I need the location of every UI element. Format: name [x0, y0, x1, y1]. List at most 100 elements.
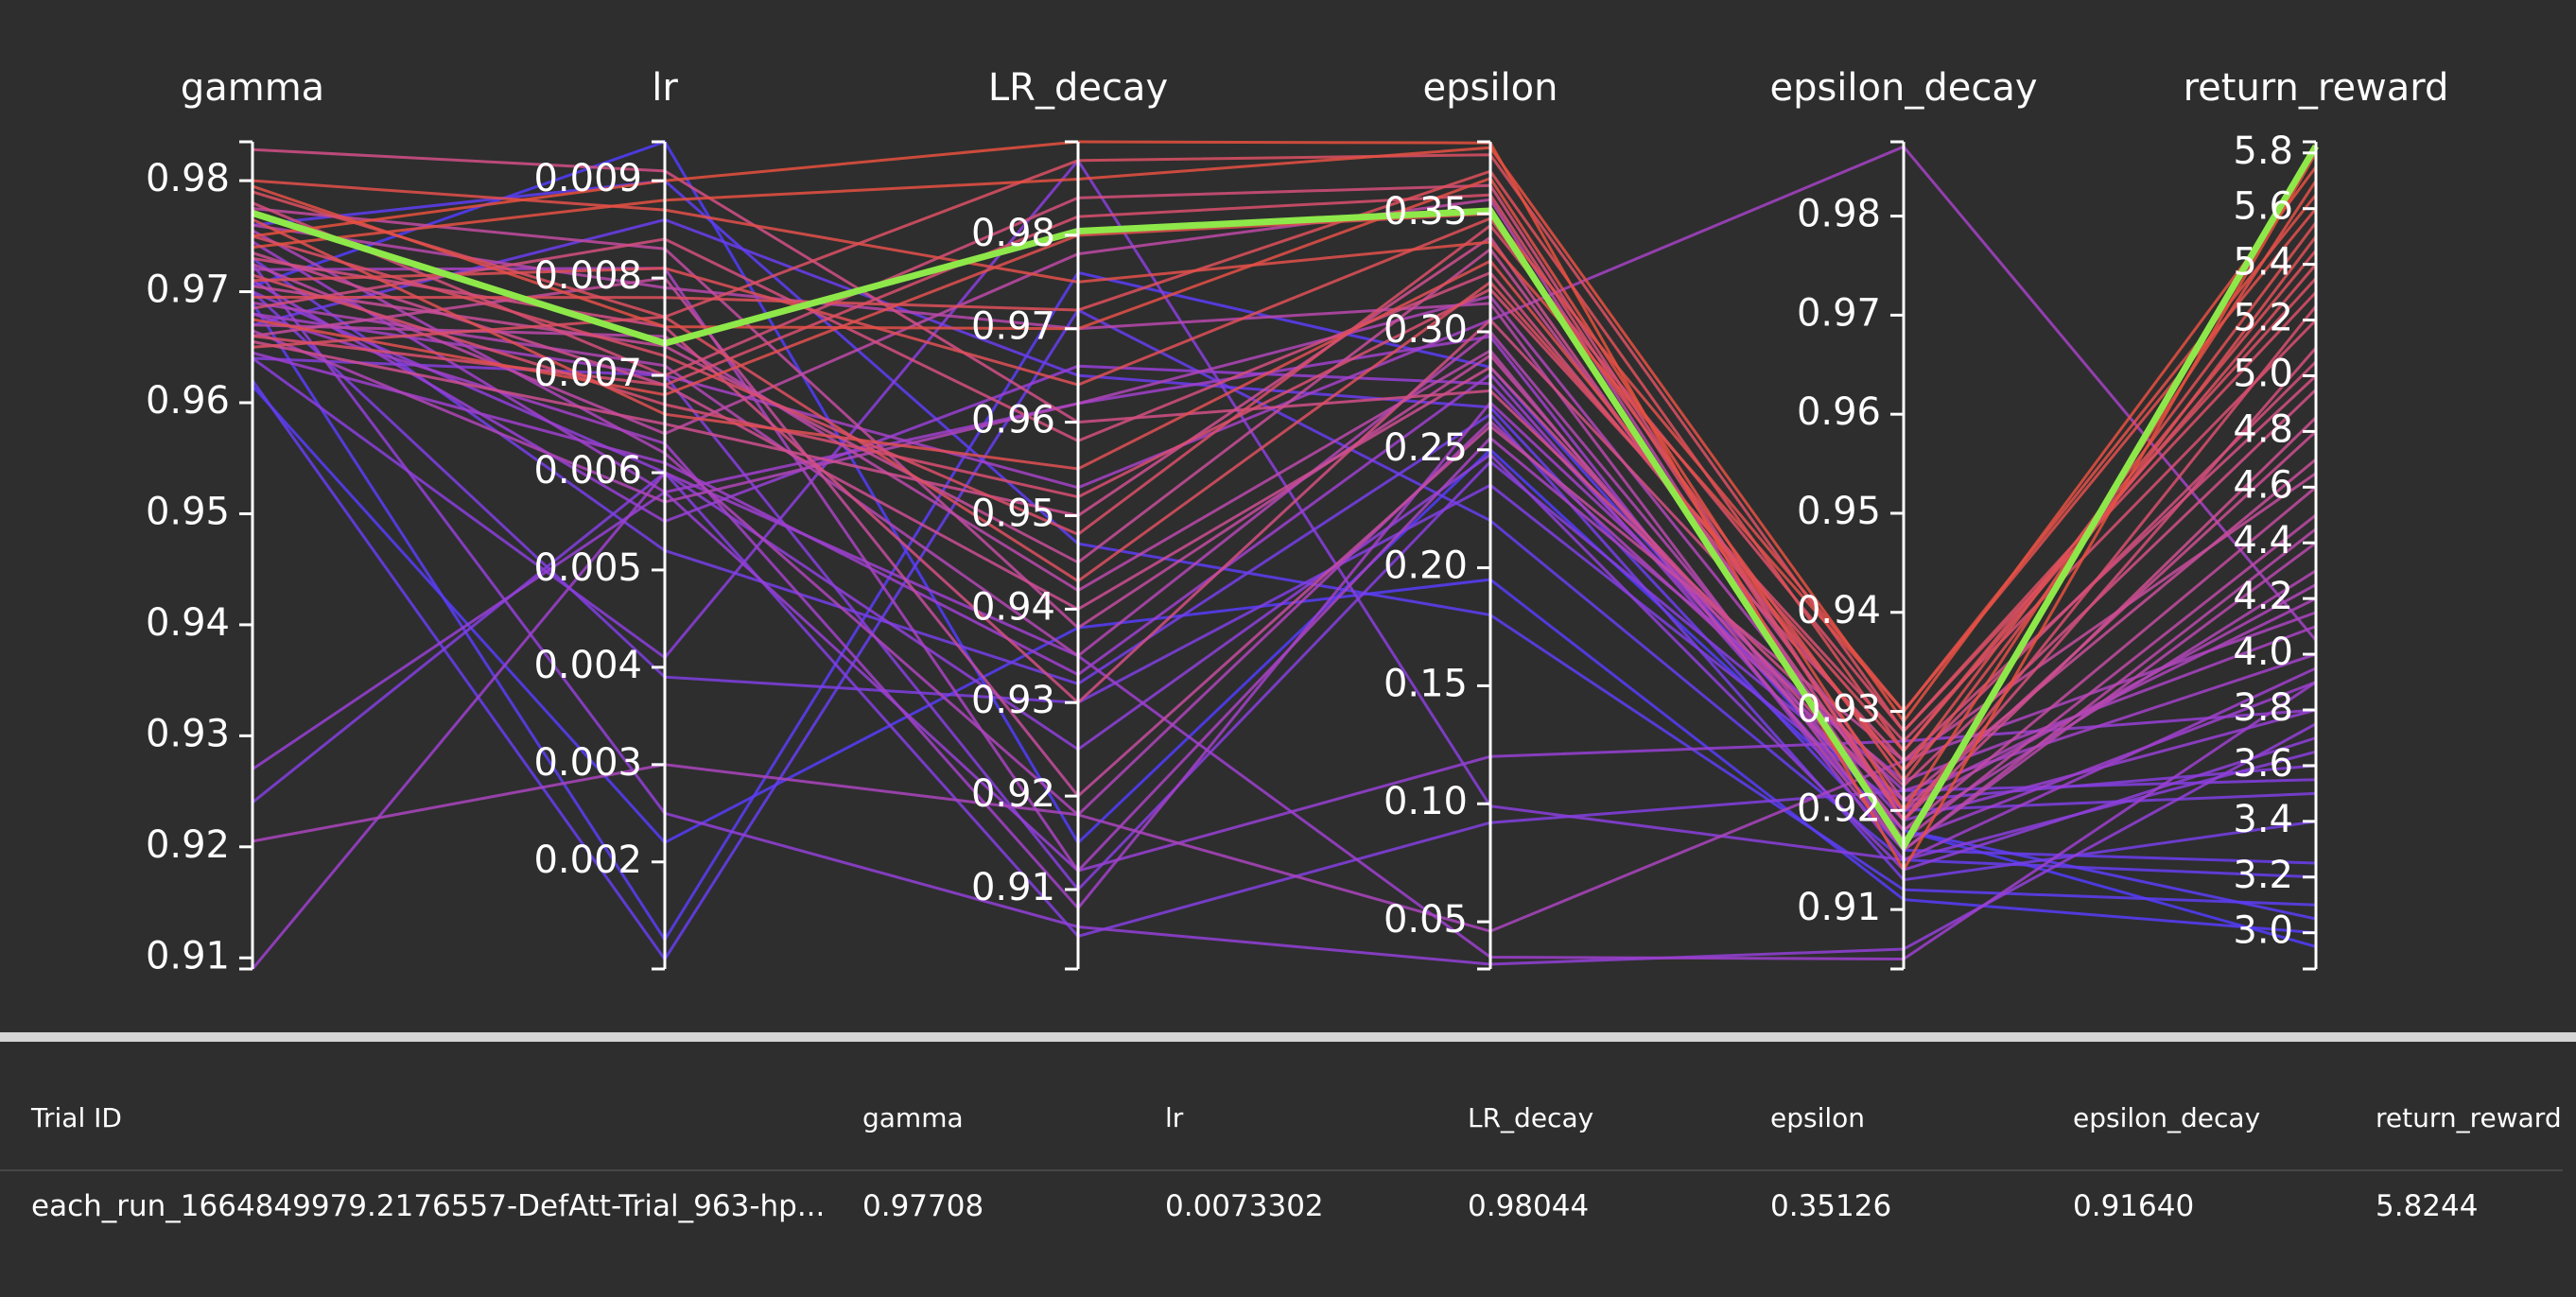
- table-cell-epsilon: 0.35126: [1770, 1189, 1892, 1223]
- tick-label-epsilon-1: 0.30: [1384, 308, 1468, 352]
- axis-return_reward[interactable]: 5.8 5.6 5.4 5.2 5.0 4.8 4.6 4.4 4.2 4.0 3.8 3.6 3.4 3…: [2184, 66, 2449, 971]
- tick-label-epsilon-2: 0.25: [1384, 426, 1468, 470]
- tick-label-epsilon-3: 0.20: [1384, 545, 1468, 588]
- tick-label-epsilon_decay-4: 0.94: [1797, 589, 1881, 632]
- parallel-coordinates-chart: 0.98 0.97 0.96 0.95 0.94 0.93 0.92 0.91 gamma 0.0…: [146, 66, 2449, 977]
- table-cell-trial-id[interactable]: each_run_1664849979.2176557-DefAtt-Trial…: [31, 1189, 826, 1223]
- trial-line-31[interactable]: [251, 290, 2317, 812]
- tick-label-return_reward-1: 5.6: [2233, 185, 2293, 229]
- tick-label-lr-5: 0.004: [533, 644, 642, 687]
- table-header-return-reward[interactable]: return_reward: [2376, 1102, 2562, 1133]
- table-header-lr[interactable]: lr: [1165, 1102, 1184, 1133]
- trial-line-6[interactable]: [252, 223, 2317, 853]
- trial-line-10[interactable]: [252, 146, 2318, 724]
- tick-label-return_reward-13: 3.2: [2233, 854, 2293, 897]
- axis-title-epsilon[interactable]: epsilon: [1423, 66, 1558, 110]
- tick-label-gamma-3: 0.95: [146, 490, 230, 533]
- tick-label-return_reward-3: 5.2: [2233, 297, 2293, 340]
- axis-LR_decay[interactable]: 0.98 0.97 0.96 0.95 0.94 0.93 0.92 0.91 LR_decay: [971, 66, 1168, 971]
- axis-title-lr[interactable]: lr: [652, 66, 678, 110]
- tick-label-gamma-6: 0.92: [146, 823, 230, 867]
- tick-label-lr-6: 0.003: [533, 741, 642, 785]
- table-header-epsilon-decay[interactable]: epsilon_decay: [2073, 1102, 2261, 1133]
- trial-line-47[interactable]: [252, 176, 2318, 814]
- highlighted-trial: [251, 144, 2320, 853]
- trial-line-30[interactable]: [252, 356, 2317, 892]
- tick-label-lr-3: 0.006: [533, 449, 642, 493]
- axis-title-return_reward[interactable]: return_reward: [2184, 66, 2449, 110]
- trial-line-4[interactable]: [252, 207, 2317, 833]
- axis-epsilon[interactable]: 0.35 0.30 0.25 0.20 0.15 0.10 0.05 epsilon: [1384, 66, 1558, 971]
- tick-label-return_reward-10: 3.8: [2233, 686, 2293, 730]
- trial-line-26[interactable]: [252, 276, 2317, 799]
- tick-label-return_reward-12: 3.4: [2233, 798, 2293, 841]
- tick-label-LR_decay-0: 0.98: [971, 212, 1055, 255]
- trial-line-33[interactable]: [251, 308, 2317, 962]
- trial-line-34[interactable]: [251, 385, 2317, 935]
- tick-label-epsilon_decay-1: 0.97: [1797, 291, 1881, 335]
- table-cell-return-reward: 5.8244: [2376, 1189, 2479, 1223]
- trial-line-36[interactable]: [252, 257, 2317, 882]
- tick-label-return_reward-4: 5.0: [2233, 352, 2293, 395]
- tick-label-epsilon_decay-0: 0.98: [1797, 193, 1881, 236]
- trial-line-3[interactable]: [252, 183, 2318, 823]
- tick-label-gamma-1: 0.97: [146, 268, 230, 312]
- tick-label-lr-1: 0.008: [533, 254, 642, 298]
- table-cell-lr-decay: 0.98044: [1468, 1189, 1590, 1223]
- trial-line-42[interactable]: [251, 471, 2317, 970]
- tick-label-return_reward-9: 4.0: [2233, 631, 2293, 674]
- parallel-coordinates-svg: 0.98 0.97 0.96 0.95 0.94 0.93 0.92 0.91 gamma 0.0…: [146, 66, 2449, 977]
- axis-gamma[interactable]: 0.98 0.97 0.96 0.95 0.94 0.93 0.92 0.91 gamma: [146, 66, 324, 977]
- tick-label-gamma-4: 0.94: [146, 601, 230, 645]
- trial-line-44[interactable]: [252, 145, 2318, 642]
- tick-label-LR_decay-6: 0.92: [971, 772, 1055, 816]
- trial-line-13[interactable]: [252, 198, 2317, 842]
- trial-line-40[interactable]: [252, 470, 2317, 939]
- table-header-lr-decay[interactable]: LR_decay: [1468, 1102, 1594, 1133]
- trial-line-35[interactable]: [251, 270, 2317, 942]
- trial-line-43[interactable]: [252, 158, 2317, 862]
- trial-line-9[interactable]: [252, 240, 2317, 862]
- trial-line-21[interactable]: [252, 237, 2318, 773]
- trial-line-38[interactable]: [252, 217, 2317, 865]
- tick-label-epsilon-5: 0.10: [1384, 780, 1468, 823]
- tick-label-LR_decay-1: 0.97: [971, 305, 1055, 349]
- tick-label-lr-2: 0.007: [533, 352, 642, 395]
- trial-line-37[interactable]: [252, 140, 2317, 948]
- trial-line-1[interactable]: [252, 179, 2318, 714]
- table-header-epsilon[interactable]: epsilon: [1770, 1102, 1866, 1133]
- axis-title-LR_decay[interactable]: LR_decay: [988, 66, 1168, 110]
- tick-label-return_reward-6: 4.6: [2233, 463, 2293, 507]
- tick-label-lr-0: 0.009: [533, 157, 642, 200]
- trial-line-12[interactable]: [252, 256, 2318, 764]
- panel-splitter[interactable]: [0, 1032, 2576, 1042]
- trial-line-32[interactable]: [252, 179, 2317, 907]
- tick-label-return_reward-7: 4.4: [2233, 519, 2293, 562]
- tick-label-gamma-2: 0.96: [146, 379, 230, 423]
- table-header-trial-id[interactable]: Trial ID: [31, 1102, 122, 1133]
- highlighted-trial-line[interactable]: [251, 144, 2320, 853]
- trial-line-18[interactable]: [252, 290, 2317, 872]
- tick-label-return_reward-8: 4.2: [2233, 575, 2293, 618]
- trial-line-7[interactable]: [252, 229, 2317, 817]
- axis-epsilon_decay[interactable]: 0.98 0.97 0.96 0.95 0.94 0.93 0.92 0.91 epsilon_…: [1769, 66, 2038, 971]
- axis-title-gamma[interactable]: gamma: [181, 66, 324, 110]
- tick-label-gamma-0: 0.98: [146, 157, 230, 200]
- axis-title-epsilon_decay[interactable]: epsilon_decay: [1769, 66, 2037, 110]
- trial-line-8[interactable]: [252, 223, 2318, 734]
- trial-line-11[interactable]: [252, 251, 2318, 813]
- tick-label-epsilon_decay-3: 0.95: [1797, 490, 1881, 533]
- tick-label-epsilon-6: 0.05: [1384, 898, 1468, 942]
- trial-line-46[interactable]: [252, 140, 2318, 873]
- trial-line-29[interactable]: [252, 351, 2317, 842]
- trial-line-48[interactable]: [252, 216, 2318, 784]
- tick-label-epsilon-0: 0.35: [1384, 190, 1468, 233]
- trial-line-19[interactable]: [252, 169, 2318, 753]
- trial-line-0[interactable]: [252, 147, 2318, 788]
- tick-label-epsilon_decay-6: 0.92: [1797, 787, 1881, 830]
- table-header-gamma[interactable]: gamma: [862, 1102, 964, 1133]
- axis-lr[interactable]: 0.009 0.008 0.007 0.006 0.005 0.004 0.003 0.002…: [533, 66, 678, 971]
- tick-label-return_reward-14: 3.0: [2233, 909, 2293, 953]
- tick-label-epsilon-4: 0.15: [1384, 662, 1468, 705]
- table-cell-gamma: 0.97708: [862, 1189, 984, 1223]
